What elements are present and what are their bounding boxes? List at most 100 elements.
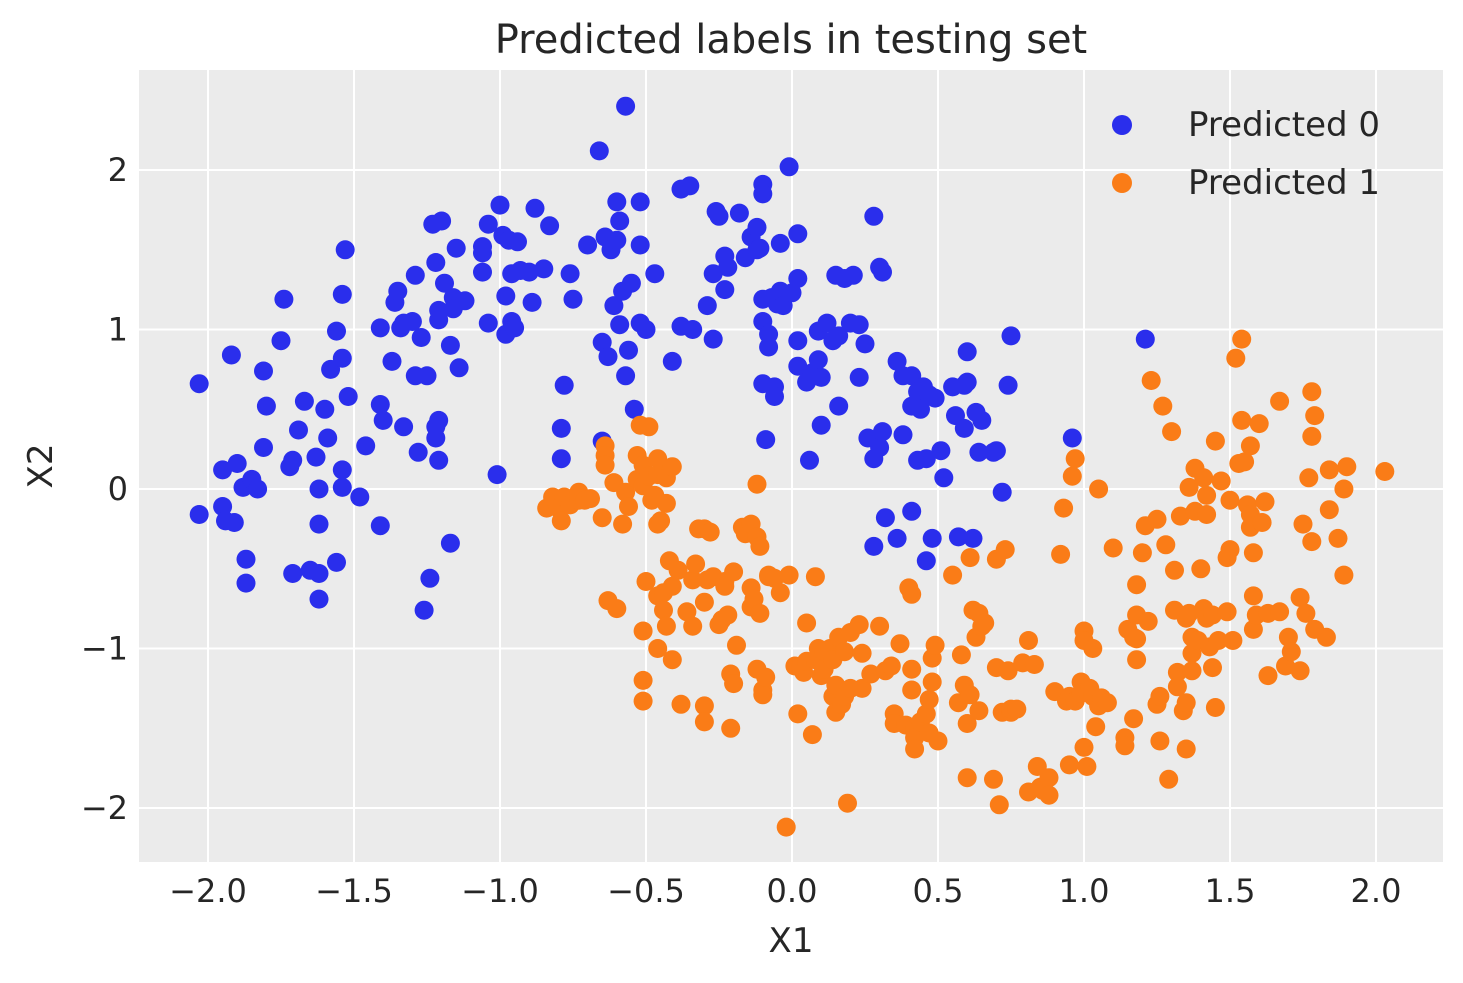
- data-point: [817, 313, 837, 333]
- data-point: [747, 217, 767, 237]
- data-point: [1270, 602, 1290, 622]
- data-point: [1217, 602, 1237, 622]
- data-point: [805, 567, 825, 587]
- data-point: [864, 206, 884, 226]
- data-point: [694, 712, 714, 732]
- data-point: [1258, 666, 1278, 686]
- data-point: [449, 358, 469, 378]
- data-point: [951, 645, 971, 665]
- data-point: [992, 482, 1012, 502]
- data-point: [721, 718, 741, 738]
- data-point: [604, 296, 624, 316]
- data-point: [1328, 528, 1348, 548]
- data-point: [718, 605, 738, 625]
- data-point: [309, 479, 329, 499]
- data-point: [551, 418, 571, 438]
- data-point: [1278, 627, 1298, 647]
- data-point: [1205, 698, 1225, 717]
- data-point: [338, 387, 358, 406]
- data-point: [715, 576, 735, 596]
- data-point: [948, 527, 968, 547]
- data-point: [651, 511, 671, 531]
- y-tick-label: −2: [81, 789, 128, 827]
- data-point: [1293, 514, 1313, 534]
- data-point: [327, 321, 346, 341]
- data-point: [829, 326, 849, 346]
- data-point: [808, 350, 828, 370]
- data-point: [1147, 509, 1167, 529]
- data-point: [954, 418, 974, 438]
- data-point: [429, 410, 449, 430]
- data-point: [694, 696, 714, 716]
- data-point: [256, 396, 276, 416]
- data-point: [356, 436, 376, 456]
- data-point: [1197, 485, 1217, 505]
- data-point: [759, 324, 779, 344]
- data-point: [1191, 559, 1211, 579]
- data-point: [648, 639, 668, 658]
- data-point: [747, 474, 767, 494]
- data-point: [662, 457, 682, 477]
- data-point: [1337, 457, 1357, 477]
- x-tick-label: 2.0: [1351, 872, 1402, 910]
- data-point: [1162, 422, 1182, 442]
- data-point: [916, 551, 936, 571]
- data-point: [662, 576, 682, 596]
- data-point: [607, 230, 627, 250]
- data-point: [829, 396, 849, 416]
- data-point: [835, 642, 855, 662]
- data-point: [744, 589, 764, 609]
- data-point: [578, 235, 598, 255]
- legend-label-predicted-1: Predicted 1: [1188, 163, 1380, 203]
- data-point: [1165, 560, 1184, 580]
- data-point: [289, 420, 308, 440]
- data-point: [887, 351, 907, 371]
- data-point: [1115, 736, 1135, 756]
- data-point: [505, 318, 525, 338]
- legend-marker-predicted-0: [1112, 115, 1132, 135]
- data-point: [619, 497, 638, 516]
- legend: Predicted 0 Predicted 1: [1112, 105, 1380, 203]
- data-point: [916, 449, 936, 469]
- data-point: [989, 795, 1009, 815]
- data-point: [931, 441, 951, 461]
- data-point: [1276, 656, 1295, 676]
- data-point: [236, 573, 256, 593]
- data-point: [788, 331, 808, 351]
- data-point: [1235, 452, 1255, 472]
- data-point: [613, 514, 633, 534]
- data-point: [1203, 658, 1222, 678]
- data-point: [1316, 627, 1336, 647]
- data-point: [429, 310, 449, 330]
- data-point: [756, 430, 776, 450]
- data-point: [1240, 436, 1260, 456]
- data-point: [274, 289, 294, 309]
- data-point: [686, 554, 706, 574]
- data-point: [715, 280, 735, 300]
- data-point: [189, 505, 209, 524]
- data-point: [887, 528, 907, 548]
- data-point: [621, 273, 641, 293]
- data-point: [864, 536, 884, 556]
- data-point: [248, 479, 268, 499]
- data-point: [797, 613, 817, 633]
- data-point: [849, 615, 869, 635]
- data-point: [633, 621, 653, 641]
- data-point: [1054, 498, 1074, 518]
- data-point: [703, 264, 723, 284]
- data-point: [327, 552, 346, 572]
- data-point: [382, 351, 402, 371]
- y-tick-label: 2: [108, 151, 128, 189]
- data-point: [1170, 506, 1190, 526]
- data-point: [429, 450, 449, 470]
- data-point: [1024, 655, 1044, 674]
- data-point: [1132, 543, 1152, 563]
- data-point: [350, 487, 370, 507]
- data-point: [370, 516, 390, 536]
- data-point: [636, 572, 656, 591]
- data-point: [779, 157, 799, 177]
- data-point: [680, 176, 700, 196]
- data-point: [589, 141, 609, 161]
- x-tick-label: 1.5: [1205, 872, 1256, 910]
- data-point: [630, 192, 650, 212]
